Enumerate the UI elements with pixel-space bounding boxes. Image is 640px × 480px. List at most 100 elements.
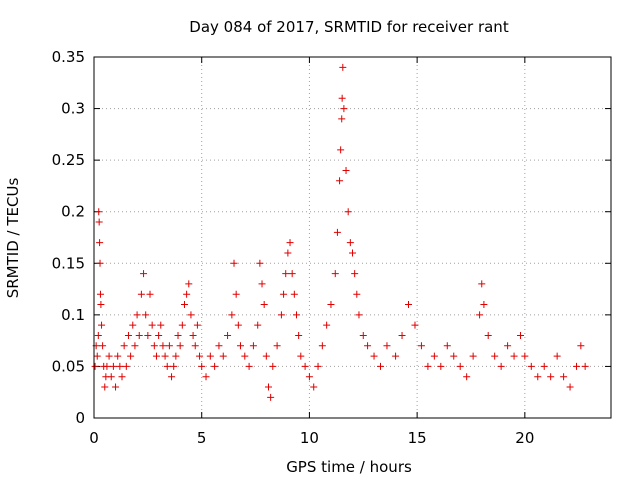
data-point [280,290,288,298]
data-point [337,146,345,154]
data-point [230,259,238,267]
data-point [127,352,135,360]
data-point [96,239,104,247]
data-point [206,352,214,360]
data-point [560,373,568,381]
y-tick-label: 0.25 [52,151,85,169]
data-point [148,321,156,329]
data-point [405,301,413,309]
data-point [185,280,193,288]
data-point [155,331,163,339]
x-axis-label: GPS time / hours [286,458,412,476]
data-point [301,362,309,370]
data-point [165,342,173,350]
y-tick-label: 0.35 [52,48,85,66]
data-point [262,352,270,360]
data-point [96,259,104,267]
data-point [353,290,361,298]
data-point [355,311,363,319]
data-point [93,352,101,360]
data-points [91,63,589,401]
data-point [95,218,103,226]
data-point [318,342,326,350]
chart-title: Day 084 of 2017, SRMTID for receiver ran… [189,18,509,36]
data-point [159,342,167,350]
data-point [480,301,488,309]
data-point [364,342,372,350]
data-point [140,270,148,278]
data-point [273,342,281,350]
data-point [478,280,486,288]
data-point [163,362,171,370]
data-point [215,342,223,350]
data-point [124,331,132,339]
data-point [292,311,300,319]
y-tick-label: 0.05 [52,357,85,375]
y-axis-label: SRMTID / TECUs [4,178,22,299]
data-point [236,342,244,350]
data-point [150,342,158,350]
data-point [450,352,458,360]
data-point [327,301,335,309]
data-point [443,342,451,350]
data-point [142,311,150,319]
data-point [98,321,106,329]
data-point [234,321,242,329]
data-point [178,321,186,329]
data-point [351,270,359,278]
data-point [504,342,512,350]
data-point [566,383,574,391]
data-point [264,383,272,391]
data-point [314,362,322,370]
data-point [254,321,262,329]
data-point [168,373,176,381]
data-point [131,342,139,350]
data-point [157,321,165,329]
data-point [118,373,126,381]
data-point [122,362,130,370]
data-point [219,352,227,360]
data-point [338,94,346,102]
data-point [174,331,182,339]
axis-ticks: 0 0.05 0.1 0.15 0.2 0.25 0.3 0.35 0 5 10 15 20 [52,48,611,447]
data-point [305,373,313,381]
data-point [232,290,240,298]
data-point [581,362,589,370]
data-point [310,383,318,391]
data-point [103,362,111,370]
data-point [256,259,264,267]
data-point [97,301,105,309]
x-tick-label: 20 [515,429,534,447]
data-point [383,342,391,350]
y-tick-label: 0.1 [61,306,85,324]
data-point [114,352,122,360]
x-tick-label: 0 [89,429,99,447]
data-point [191,342,199,350]
data-point [297,352,305,360]
data-point [277,311,285,319]
data-point [553,352,561,360]
data-point [331,270,339,278]
y-tick-label: 0.3 [61,100,85,118]
data-point [284,249,292,257]
data-point [120,342,128,350]
data-point [211,362,219,370]
data-point [370,352,378,360]
data-point [484,331,492,339]
data-point [339,63,347,71]
data-point [547,373,555,381]
data-point [340,105,348,113]
x-tick-label: 15 [408,429,427,447]
data-point [144,331,152,339]
data-point [112,383,120,391]
data-point [286,239,294,247]
data-point [224,331,232,339]
data-point [333,228,341,236]
data-point [96,290,104,298]
data-point [183,290,191,298]
data-point [417,342,425,350]
y-tick-label: 0.15 [52,254,85,272]
data-point [336,177,344,185]
data-point [398,331,406,339]
data-point [344,208,352,216]
